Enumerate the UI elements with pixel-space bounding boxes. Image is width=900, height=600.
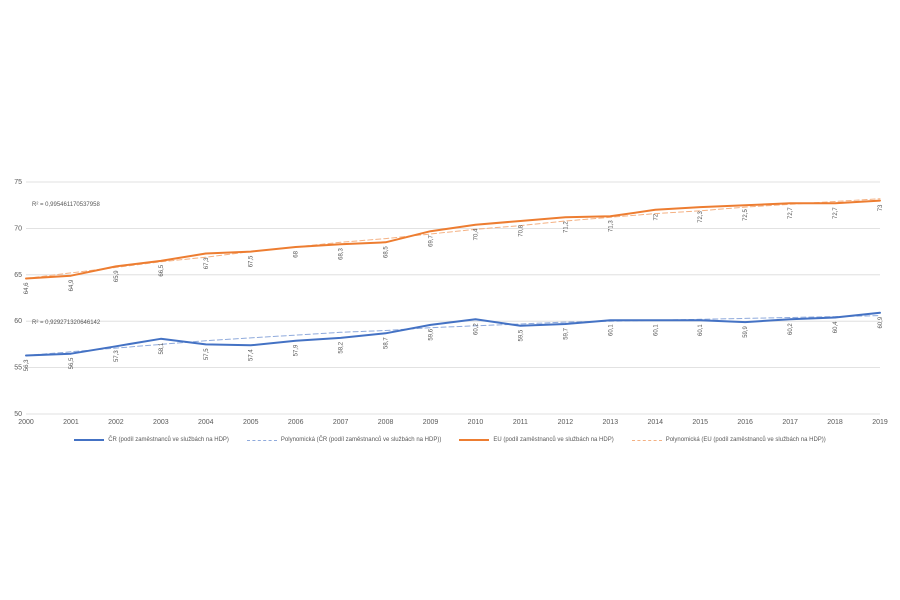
data-label-s0-2013: 60,1 bbox=[608, 324, 614, 336]
legend-label-eu-trend: Polynomická (EU (podíl zaměstnanců ve sl… bbox=[665, 437, 826, 443]
y-tick-label-70: 70 bbox=[14, 225, 22, 232]
data-label-s0-2010: 60,2 bbox=[474, 323, 480, 335]
data-label-s2-2001: 64,9 bbox=[69, 279, 75, 291]
x-tick-label-2006: 2006 bbox=[288, 419, 304, 426]
x-tick-label-2011: 2011 bbox=[513, 419, 528, 426]
r2-label-cr: R² = 0,929271320646142 bbox=[32, 320, 101, 326]
data-label-s0-2002: 57,3 bbox=[114, 350, 120, 362]
data-label-s2-2000: 64,6 bbox=[24, 282, 30, 294]
data-label-s2-2018: 72,7 bbox=[833, 207, 839, 219]
data-label-s2-2002: 65,9 bbox=[114, 270, 120, 282]
x-tick-label-2016: 2016 bbox=[737, 419, 753, 426]
x-tick-label-2018: 2018 bbox=[827, 419, 843, 426]
data-label-s0-2004: 57,5 bbox=[204, 348, 210, 360]
chart-legend: ČR (podíl zaměstnanců ve službách na HDP… bbox=[20, 437, 880, 443]
data-label-s2-2006: 68 bbox=[294, 250, 300, 257]
data-label-s2-2017: 72,7 bbox=[788, 207, 794, 219]
data-label-s0-2011: 59,5 bbox=[518, 329, 524, 341]
x-tick-label-2000: 2000 bbox=[18, 419, 34, 426]
data-label-s2-2019: 73 bbox=[878, 204, 884, 211]
legend-label-cr: ČR (podíl zaměstnanců ve službách na HDP… bbox=[108, 437, 229, 443]
legend-swatch-cr-trend bbox=[246, 439, 277, 441]
data-label-s0-2003: 58,1 bbox=[159, 342, 165, 354]
legend-item-eu: EU (podíl zaměstnanců ve službách na HDP… bbox=[459, 437, 614, 443]
x-tick-label-2015: 2015 bbox=[692, 419, 708, 426]
data-label-s0-2017: 60,2 bbox=[788, 323, 794, 335]
data-label-s2-2009: 69,7 bbox=[428, 235, 434, 247]
data-label-s2-2005: 67,5 bbox=[249, 255, 255, 267]
x-tick-label-2019: 2019 bbox=[872, 419, 888, 426]
x-tick-label-2004: 2004 bbox=[198, 419, 214, 426]
data-label-s0-2007: 58,2 bbox=[339, 341, 345, 353]
x-tick-label-2003: 2003 bbox=[153, 419, 169, 426]
data-label-s2-2013: 71,3 bbox=[608, 220, 614, 232]
x-tick-label-2008: 2008 bbox=[378, 419, 394, 426]
data-label-s0-2005: 57,4 bbox=[249, 349, 255, 361]
data-label-s2-2014: 72 bbox=[653, 213, 659, 220]
series-line-0 bbox=[25, 311, 881, 357]
x-tick-label-2001: 2001 bbox=[63, 419, 79, 426]
y-tick-label-50: 50 bbox=[14, 411, 22, 418]
data-label-s0-2015: 60,1 bbox=[698, 324, 704, 336]
x-tick-label-2005: 2005 bbox=[243, 419, 259, 426]
series-line-1 bbox=[25, 315, 881, 356]
data-label-s2-2003: 66,5 bbox=[159, 264, 165, 276]
data-label-s2-2010: 70,4 bbox=[473, 228, 479, 240]
x-tick-label-2010: 2010 bbox=[468, 419, 484, 426]
data-label-s2-2007: 68,3 bbox=[339, 248, 345, 260]
data-label-s0-2018: 60,4 bbox=[833, 321, 839, 333]
legend-label-cr-trend: Polynomická (ČR (podíl zaměstnanců ve sl… bbox=[280, 437, 442, 443]
x-tick-label-2014: 2014 bbox=[647, 419, 663, 426]
data-label-s0-2012: 59,7 bbox=[563, 327, 569, 339]
legend-item-cr-trend: Polynomická (ČR (podíl zaměstnanců ve sl… bbox=[246, 437, 442, 443]
legend-swatch-cr bbox=[74, 439, 105, 441]
data-label-s0-2016: 59,9 bbox=[743, 325, 749, 337]
data-label-s2-2004: 67,3 bbox=[204, 257, 210, 269]
data-label-s0-2006: 57,9 bbox=[294, 344, 300, 356]
series-line-3 bbox=[25, 198, 881, 279]
y-tick-label-55: 55 bbox=[14, 365, 22, 372]
y-tick-label-75: 75 bbox=[14, 179, 22, 186]
x-tick-label-2012: 2012 bbox=[558, 419, 574, 426]
x-tick-label-2002: 2002 bbox=[108, 419, 124, 426]
series-line-2 bbox=[25, 199, 881, 280]
x-tick-label-2007: 2007 bbox=[333, 419, 349, 426]
data-label-s0-2001: 56,5 bbox=[69, 357, 75, 369]
y-tick-label-60: 60 bbox=[14, 318, 22, 325]
data-label-s2-2015: 72,3 bbox=[698, 210, 704, 222]
data-label-s2-2016: 72,5 bbox=[743, 209, 749, 221]
legend-swatch-eu-trend bbox=[631, 439, 662, 441]
data-label-s2-2012: 71,2 bbox=[563, 221, 569, 233]
data-label-s0-2014: 60,1 bbox=[653, 324, 659, 336]
x-tick-label-2013: 2013 bbox=[603, 419, 619, 426]
y-tick-label-65: 65 bbox=[14, 272, 22, 279]
data-label-s2-2011: 70,8 bbox=[518, 224, 524, 236]
data-label-s0-2019: 60,9 bbox=[878, 316, 884, 328]
x-tick-label-2017: 2017 bbox=[782, 419, 798, 426]
data-label-s0-2009: 59,6 bbox=[429, 328, 435, 340]
legend-label-eu: EU (podíl zaměstnanců ve službách na HDP… bbox=[493, 437, 614, 443]
data-label-s0-2000: 56,3 bbox=[24, 359, 30, 371]
legend-item-cr: ČR (podíl zaměstnanců ve službách na HDP… bbox=[74, 437, 229, 443]
legend-item-eu-trend: Polynomická (EU (podíl zaměstnanců ve sl… bbox=[631, 437, 826, 443]
x-tick-label-2009: 2009 bbox=[423, 419, 439, 426]
legend-swatch-eu bbox=[459, 439, 490, 441]
r2-label-eu: R² = 0,995461170537958 bbox=[32, 202, 100, 208]
data-label-s2-2008: 68,5 bbox=[384, 246, 390, 258]
data-label-s0-2008: 58,7 bbox=[384, 337, 390, 349]
